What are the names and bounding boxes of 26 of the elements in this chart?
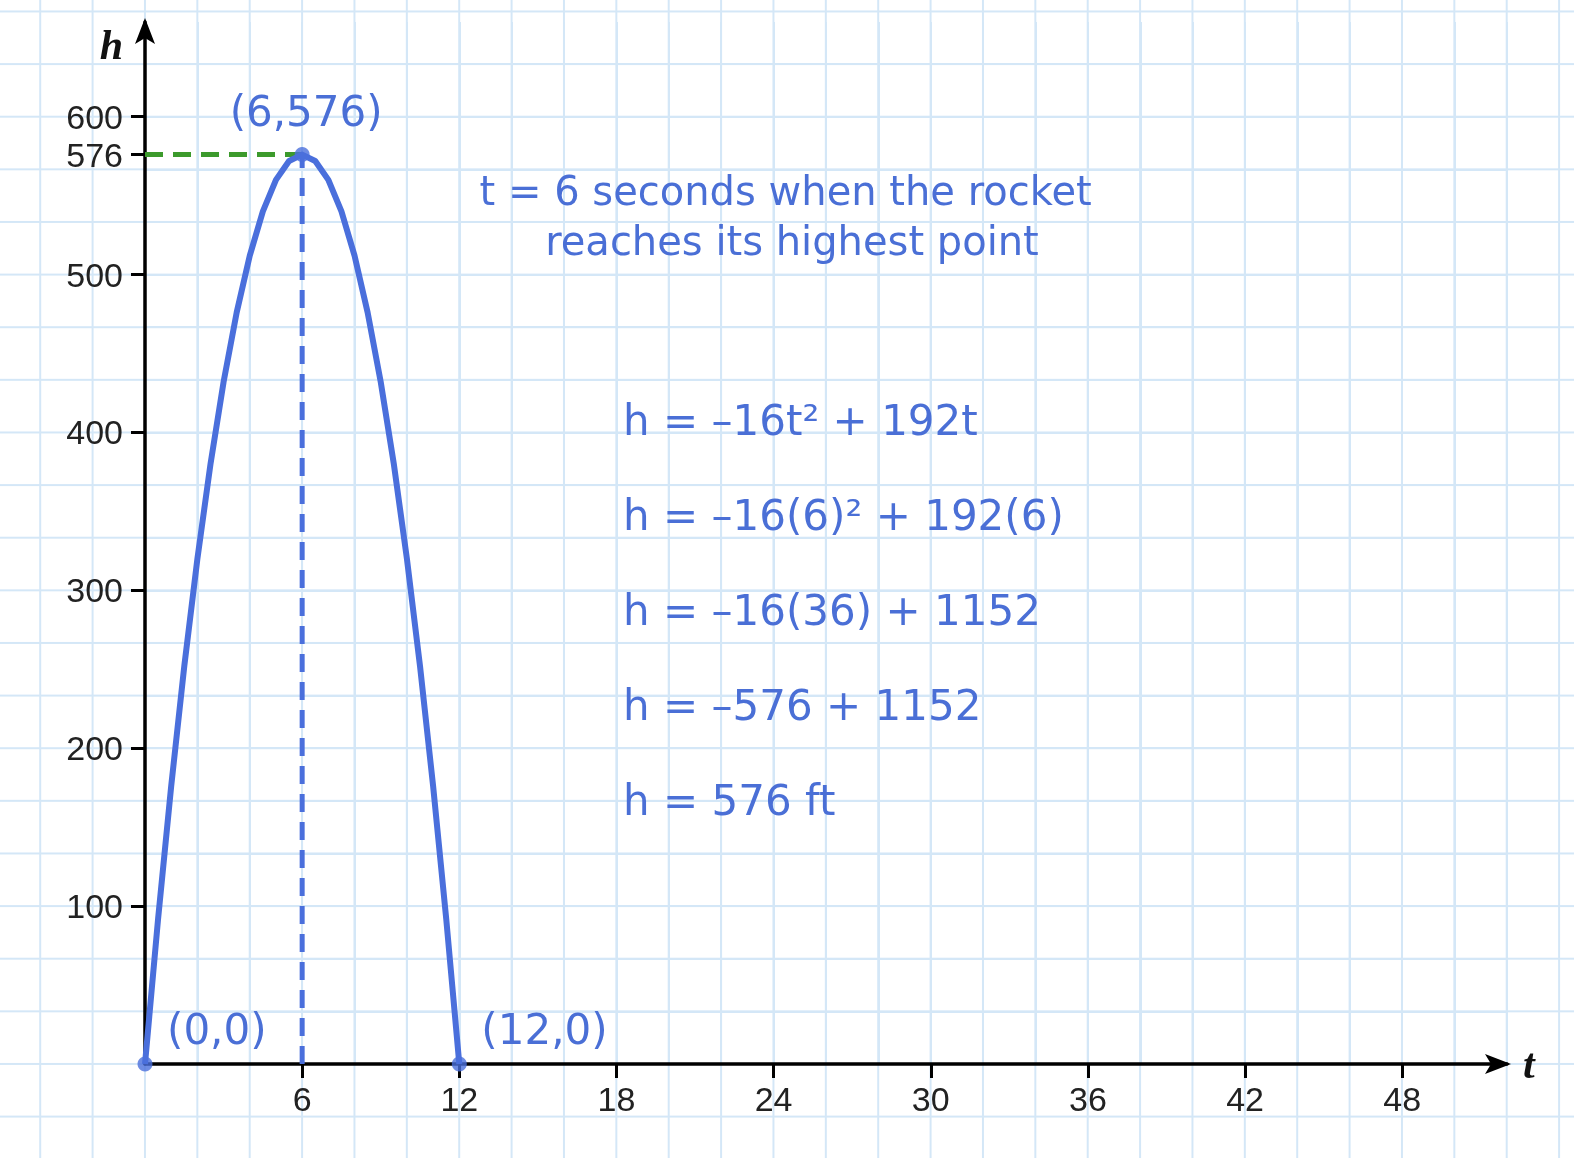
annotation: t = 6 seconds when the rocket reaches its highest point	[479, 168, 1105, 264]
annotation: h = –576 + 1152	[623, 680, 982, 730]
x-tick-label: 48	[1383, 1080, 1422, 1118]
y-tick-label: 400	[66, 413, 123, 452]
x-tick-label: 12	[440, 1080, 479, 1118]
annotation: h = –16t² + 192t	[623, 395, 978, 445]
y-tick-label: 300	[66, 571, 123, 610]
annotation: (0,0)	[167, 1004, 267, 1054]
y-tick-label: 576	[66, 135, 123, 174]
x-tick-label: 42	[1226, 1080, 1264, 1118]
annotation: h = –16(36) + 1152	[623, 585, 1041, 635]
annotation: h = –16(6)² + 192(6)	[623, 490, 1064, 540]
x-tick-label: 6	[292, 1080, 312, 1118]
x-tick-label: 18	[597, 1080, 636, 1118]
x-tick-label: 24	[754, 1080, 793, 1118]
y-tick-label: 100	[66, 887, 123, 926]
annotation: (6,576)	[229, 87, 383, 137]
y-axis-title: h	[99, 22, 123, 68]
annotation: h = 576 ft	[623, 775, 836, 825]
x-axis-title: t	[1523, 1041, 1536, 1087]
y-tick-label: 500	[66, 255, 123, 294]
x-tick-label: 36	[1069, 1080, 1107, 1118]
x-tick-label: 30	[911, 1080, 950, 1118]
y-tick-label: 200	[66, 729, 123, 768]
y-tick-label: 600	[66, 97, 123, 136]
annotation: (12,0)	[481, 1004, 608, 1054]
